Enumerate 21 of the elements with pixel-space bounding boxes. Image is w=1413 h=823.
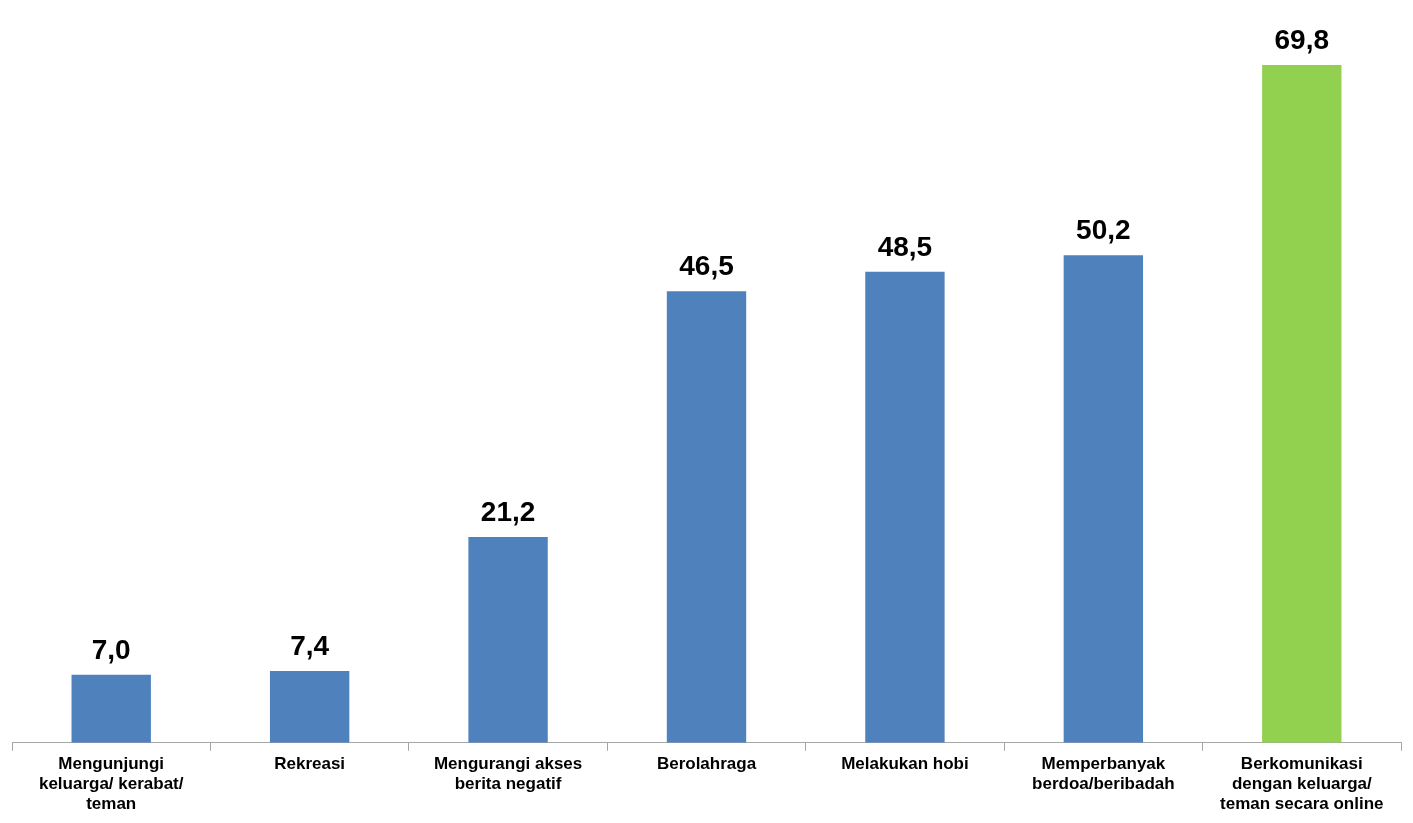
data-label: 7,0: [91, 633, 131, 665]
bar: [1262, 64, 1342, 743]
x-tick-label: Berkomunikasi dengan keluarga/ teman secara online: [1220, 753, 1384, 814]
bar: [71, 674, 151, 743]
bar: [1063, 255, 1144, 743]
x-tick-label: Rekreasi: [274, 753, 346, 773]
bar: [468, 536, 548, 743]
data-label: 50,2: [1076, 214, 1131, 246]
x-tick-label: Berolahraga: [656, 753, 757, 773]
data-label: 69,8: [1274, 23, 1330, 55]
x-tick-label: Mengurangi akses berita negatif: [433, 753, 583, 794]
x-tick-label: Memperbanyak berdoa/beribadah: [1032, 753, 1175, 794]
x-tick-label: Mengunjungi keluarga/ kerabat/ teman: [38, 753, 184, 814]
bar: [269, 670, 350, 743]
data-label: 7,4: [290, 629, 330, 661]
bar: [865, 271, 945, 743]
x-tick-label: Melakukan hobi: [841, 753, 969, 773]
bar: [666, 291, 747, 743]
data-label: 46,5: [679, 249, 734, 281]
data-label: 48,5: [877, 230, 933, 262]
data-label: 21,2: [480, 495, 536, 527]
